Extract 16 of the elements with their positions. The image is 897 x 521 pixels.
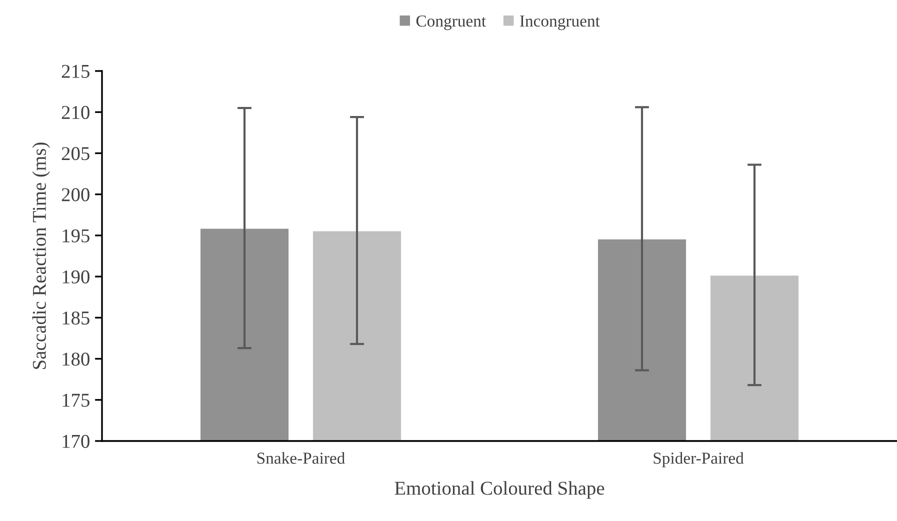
- y-tick-label: 190: [62, 270, 90, 284]
- y-tick-label: 200: [62, 188, 90, 202]
- y-tick-label: 185: [62, 311, 90, 325]
- y-tick-label: 210: [62, 106, 90, 120]
- legend-label: Congruent: [416, 15, 486, 30]
- legend-label: Incongruent: [520, 16, 600, 30]
- x-tick-label: Snake-Paired: [257, 452, 345, 464]
- x-axis-title: Emotional Coloured Shape: [394, 481, 604, 499]
- y-tick-label: 195: [62, 229, 90, 242]
- y-tick-label: 175: [62, 394, 90, 407]
- y-tick-label: 205: [62, 147, 90, 160]
- y-tick-label: 170: [62, 434, 90, 448]
- y-axis-title: Saccadic Reaction Time (ms): [32, 142, 50, 369]
- y-tick-label: 180: [62, 352, 90, 366]
- x-tick-label: Spider-Paired: [654, 452, 744, 468]
- y-tick-label: 215: [62, 64, 90, 78]
